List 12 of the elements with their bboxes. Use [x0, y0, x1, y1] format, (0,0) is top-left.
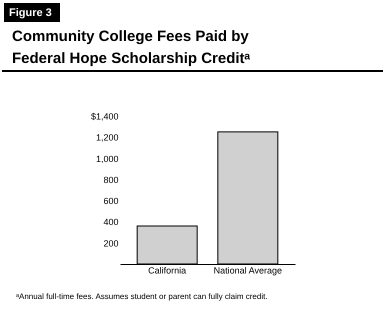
x-tick-label: California: [148, 266, 186, 276]
y-tick-label: 400: [103, 217, 118, 228]
y-tick-label: 600: [103, 196, 118, 206]
y-tick-label: 800: [103, 174, 118, 185]
text: ᵃAnnual full-time fees. Assumes student or parent can fully claim credit.: [16, 292, 268, 301]
y-tick-label: 200: [103, 238, 118, 248]
x-tick-label: National Average: [214, 266, 282, 276]
chart-title: Community College Fees Paid by Federal Hope Scholarship Creditᵃ: [12, 28, 251, 67]
caption: Figure 3: [9, 7, 52, 19]
y-tick-label: 1,200: [96, 132, 118, 143]
y-tick-label: $1,400: [90, 112, 118, 122]
y-tick-label: 1,000: [96, 154, 118, 164]
